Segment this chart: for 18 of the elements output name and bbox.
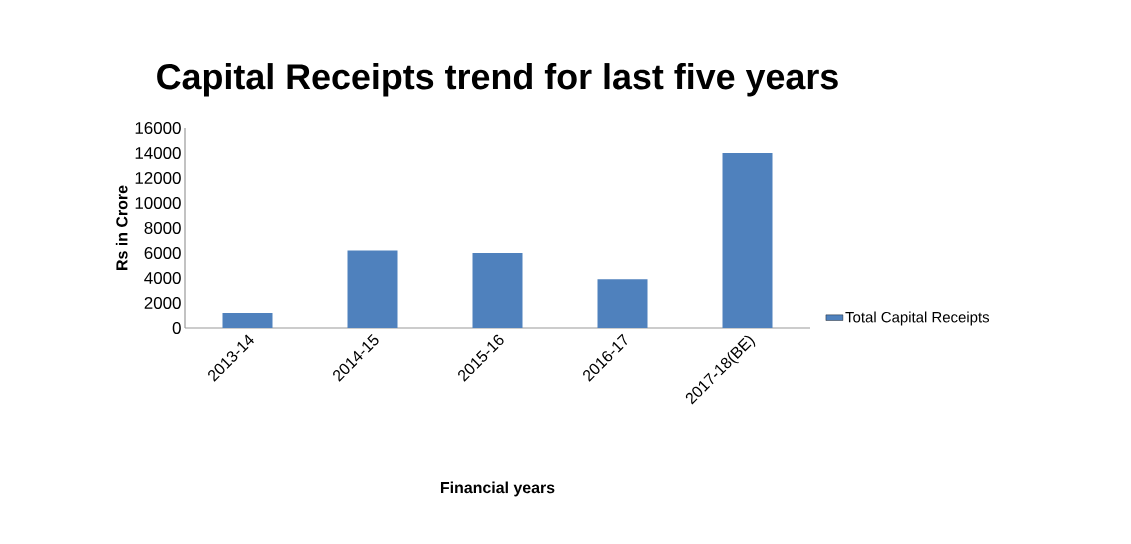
y-tick-label: 2000 xyxy=(144,297,181,309)
bar xyxy=(472,253,523,328)
y-tick-label: 4000 xyxy=(144,272,181,284)
y-tick-label: 14000 xyxy=(135,147,181,159)
y-tick-label: 10000 xyxy=(135,197,181,209)
y-axis-title: Rs in Crore xyxy=(115,185,128,270)
y-tick-label: 0 xyxy=(172,322,181,334)
bar xyxy=(597,279,648,328)
bar xyxy=(222,313,273,328)
x-axis-title: Financial years xyxy=(440,481,555,497)
y-tick-label: 16000 xyxy=(135,122,181,134)
chart-title: Capital Receipts trend for last five years xyxy=(157,63,838,97)
y-tick-label: 12000 xyxy=(135,172,181,184)
bar xyxy=(722,153,773,328)
y-tick-label: 6000 xyxy=(144,247,181,259)
y-tick-label: 8000 xyxy=(144,222,181,234)
legend-label: Total Capital Receipts xyxy=(845,311,990,326)
bar xyxy=(347,250,398,328)
